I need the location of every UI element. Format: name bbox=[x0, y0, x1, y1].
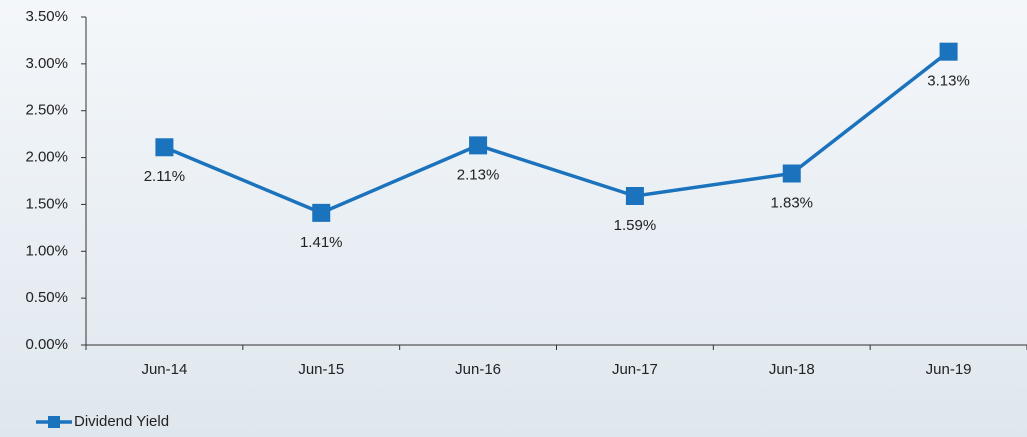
x-tick-label: Jun-17 bbox=[612, 361, 658, 378]
y-tick-label: 0.50% bbox=[25, 289, 68, 306]
y-tick-label: 1.00% bbox=[25, 242, 68, 259]
legend-label: Dividend Yield bbox=[74, 413, 169, 430]
data-point bbox=[155, 138, 173, 156]
data-point bbox=[783, 165, 801, 183]
y-tick-label: 1.50% bbox=[25, 195, 68, 212]
y-tick-label: 2.50% bbox=[25, 102, 68, 119]
data-point bbox=[626, 187, 644, 205]
data-label: 1.41% bbox=[300, 234, 343, 251]
data-point bbox=[469, 136, 487, 154]
y-tick-label: 3.50% bbox=[25, 8, 68, 25]
chart: 0.00% 0.50% 1.00% 1.50% 2.00% 2.50% 3.00% 3.50%… bbox=[0, 0, 1027, 437]
x-tick-label: Jun-19 bbox=[926, 361, 972, 378]
data-label: 1.59% bbox=[614, 217, 657, 234]
x-tick-label: Jun-14 bbox=[141, 361, 187, 378]
y-tick-label: 0.00% bbox=[25, 336, 68, 353]
data-label: 2.13% bbox=[457, 166, 500, 183]
x-tick-label: Jun-16 bbox=[455, 361, 501, 378]
legend-marker bbox=[48, 416, 60, 428]
data-point bbox=[312, 204, 330, 222]
data-label: 2.11% bbox=[144, 168, 185, 185]
data-label: 1.83% bbox=[770, 194, 813, 211]
x-tick-label: Jun-18 bbox=[769, 361, 815, 378]
y-tick-label: 3.00% bbox=[25, 55, 68, 72]
data-label: 3.13% bbox=[927, 73, 970, 90]
x-tick-label: Jun-15 bbox=[298, 361, 344, 378]
y-tick-label: 2.00% bbox=[25, 149, 68, 166]
data-point bbox=[940, 43, 958, 61]
